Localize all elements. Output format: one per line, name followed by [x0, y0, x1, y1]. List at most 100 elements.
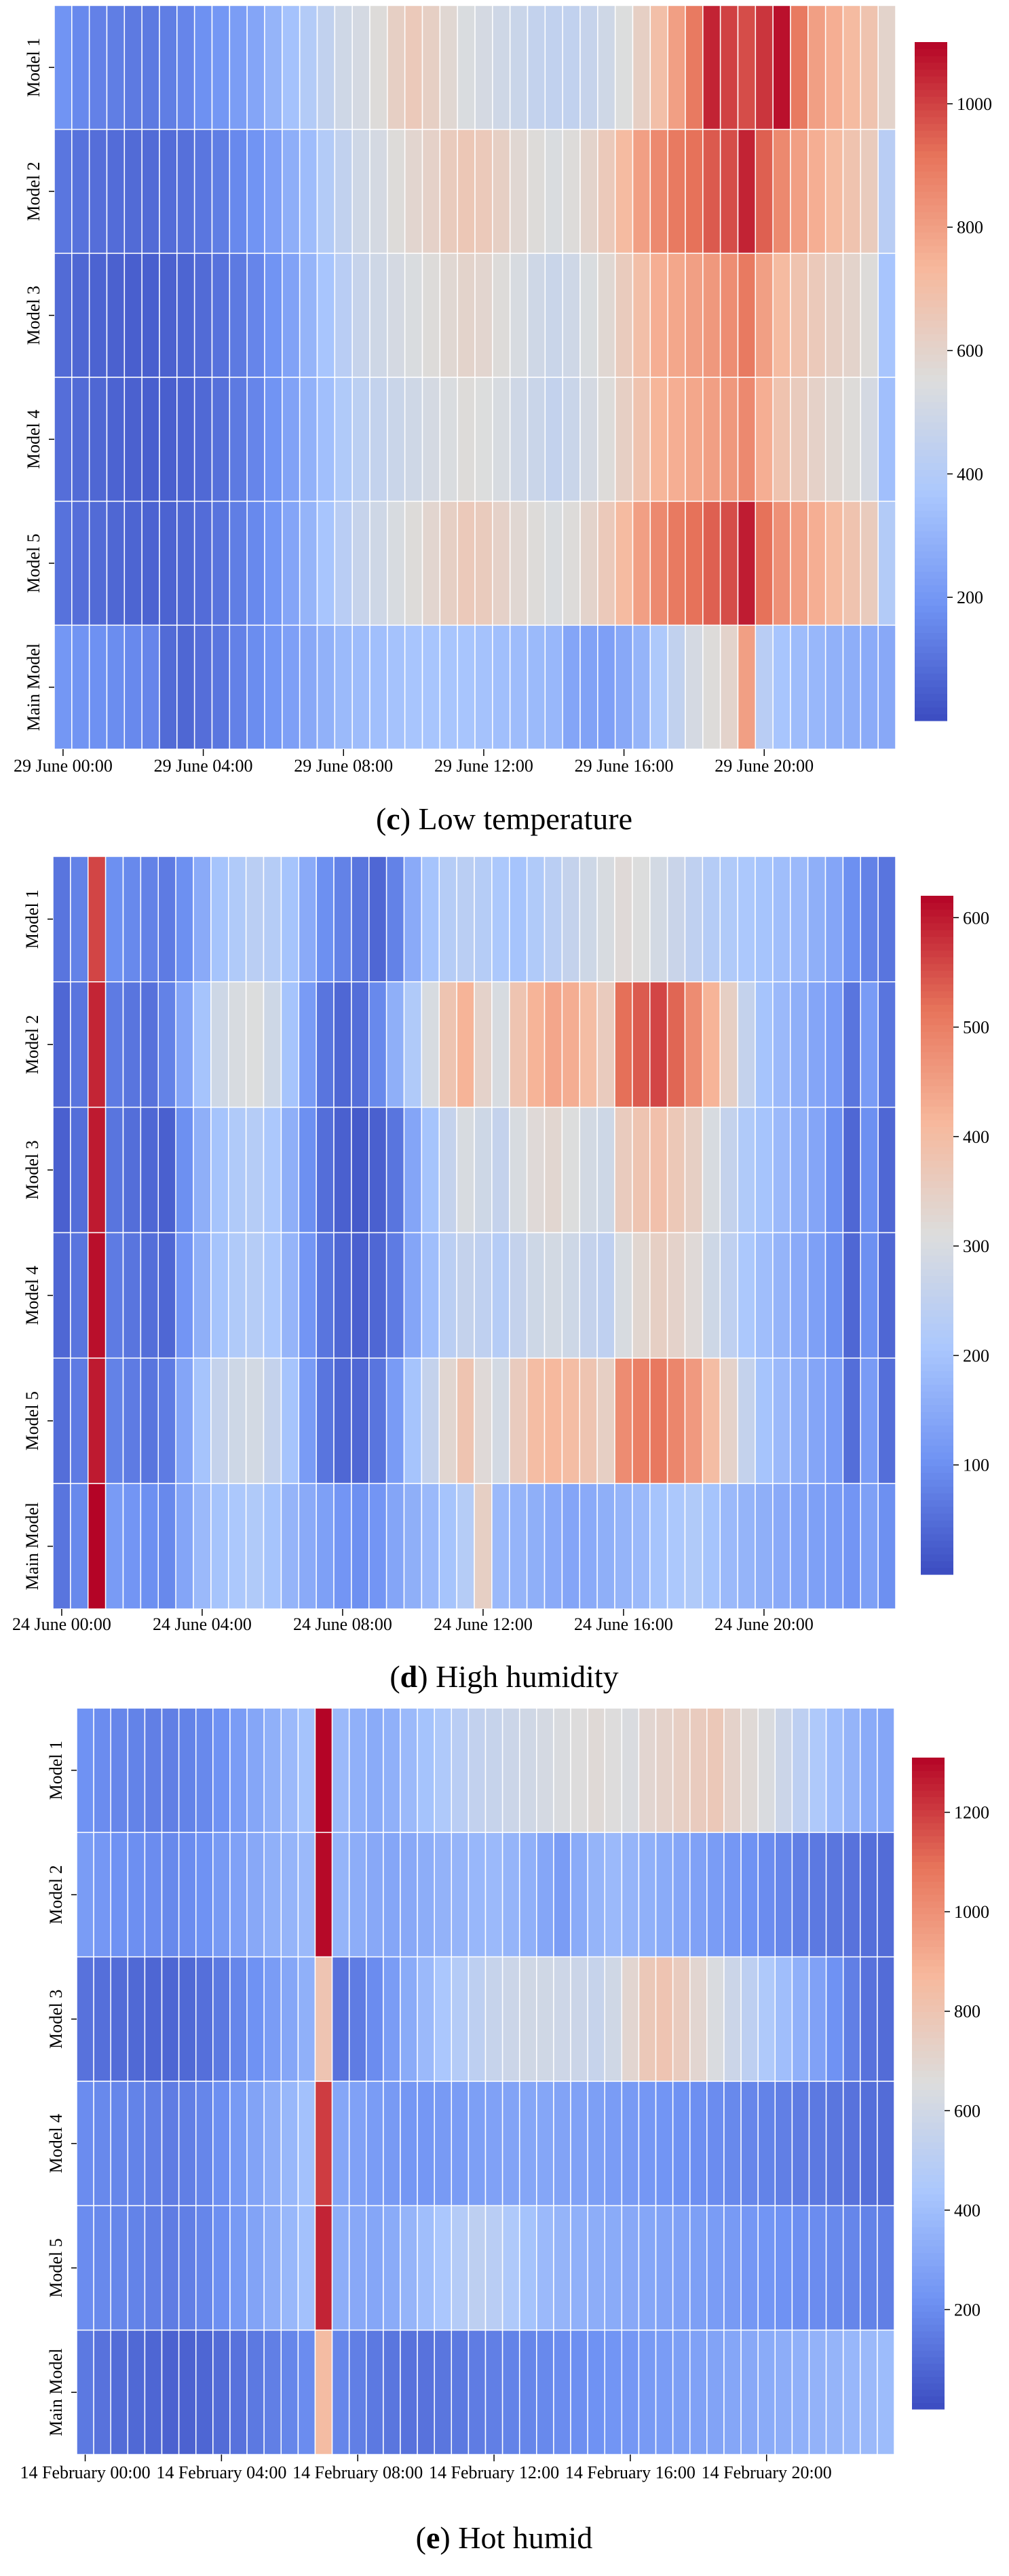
heatmap-cell: [632, 1483, 651, 1610]
heatmap-cell: [369, 252, 388, 378]
heatmap-cell: [638, 1832, 657, 1958]
heatmap-cell: [157, 1232, 176, 1359]
heatmap-cell: [509, 1232, 528, 1359]
heatmap-cell: [144, 1707, 163, 1834]
heatmap-cell: [570, 1707, 588, 1834]
heatmap-cell: [518, 2205, 537, 2331]
colorbar-segment: [912, 1770, 945, 1778]
heatmap-cell: [76, 1832, 94, 1958]
colorbar-segment: [915, 185, 947, 192]
heatmap-cell: [544, 1106, 563, 1234]
colorbar-segment: [912, 2024, 945, 2032]
heatmap-cell: [141, 252, 160, 378]
heatmap-cell: [757, 2081, 776, 2207]
colorbar-segment: [921, 957, 953, 964]
heatmap-cell: [807, 624, 826, 750]
heatmap-cell: [127, 2081, 146, 2207]
heatmap-cell: [110, 1832, 129, 1958]
heatmap-cell: [755, 1232, 774, 1359]
heatmap-cell: [790, 1232, 809, 1359]
colorbar-segment: [915, 314, 947, 321]
colorbar-segment: [915, 103, 947, 111]
colorbar-segment: [912, 1777, 945, 1784]
colorbar-segment: [912, 2350, 945, 2357]
heatmap-cell: [70, 1232, 89, 1359]
heatmap-cell: [579, 252, 598, 378]
heatmap-cell: [562, 500, 581, 626]
heatmap-cell: [140, 1483, 159, 1610]
colorbar-segment: [915, 429, 947, 436]
heatmap-cell: [808, 2205, 827, 2331]
heatmap-cell: [229, 252, 248, 378]
heatmap-cell: [299, 624, 318, 750]
heatmap-cell: [579, 1232, 598, 1359]
heatmap-cell: [842, 856, 862, 983]
heatmap-cell: [740, 2081, 759, 2207]
colorbar-segment: [921, 1418, 953, 1426]
heatmap-cell: [280, 1956, 299, 2082]
colorbar-segment: [915, 49, 947, 56]
colorbar-segment: [915, 558, 947, 565]
colorbar-segment: [912, 1861, 945, 1869]
heatmap-cell: [672, 1956, 691, 2082]
heatmap-cell: [877, 1106, 896, 1234]
colorbar-tick-label: 600: [954, 2101, 981, 2121]
colorbar-segment: [921, 1323, 953, 1331]
colorbar-segment: [915, 605, 947, 613]
heatmap-cell: [451, 2081, 470, 2207]
y-tick-label: Model 2: [24, 162, 43, 221]
heatmap-cell: [790, 377, 809, 502]
heatmap-cell: [451, 2329, 470, 2455]
colorbar-segment: [912, 1868, 945, 1876]
heatmap-cell: [509, 1483, 528, 1610]
heatmap-cell: [842, 1232, 862, 1359]
heatmap-cell: [331, 2081, 350, 2207]
colorbar-segment: [921, 1479, 953, 1487]
heatmap-cell: [790, 500, 809, 626]
colorbar-segment: [915, 273, 947, 280]
heatmap-cell: [790, 856, 809, 983]
colorbar-segment: [915, 409, 947, 416]
heatmap-cell: [351, 1357, 370, 1484]
heatmap-cell: [561, 1483, 581, 1610]
colorbar-segment: [915, 687, 947, 694]
heatmap-cell: [685, 128, 704, 254]
heatmap-cell: [331, 1707, 350, 1834]
colorbar-segment: [921, 1194, 953, 1202]
heatmap-cell: [501, 1956, 520, 2082]
heatmap-cell: [212, 2205, 231, 2331]
heatmap-cell: [468, 1956, 487, 2082]
heatmap-cell: [526, 856, 546, 983]
heatmap-cell: [842, 2329, 861, 2455]
heatmap-cell: [604, 1832, 623, 1958]
heatmap-cell: [141, 5, 160, 130]
colorbar-segment: [921, 1405, 953, 1412]
heatmap-cell: [282, 5, 301, 130]
heatmap-cell: [842, 981, 862, 1108]
heatmap-cell: [228, 1106, 247, 1234]
heatmap-cell: [468, 2205, 487, 2331]
heatmap-cell: [106, 252, 126, 378]
heatmap-cell: [755, 377, 774, 502]
heatmap-cell: [400, 1707, 418, 1834]
colorbar-segment: [921, 1473, 953, 1480]
heatmap-cell: [474, 1357, 493, 1484]
heatmap-cell: [316, 981, 335, 1108]
heatmap-cell: [518, 2329, 537, 2455]
colorbar-tick-label: 800: [954, 2002, 981, 2022]
heatmap-cell: [387, 252, 406, 378]
colorbar-segment: [921, 1547, 953, 1555]
heatmap-cell: [404, 5, 423, 130]
heatmap-cell: [737, 252, 757, 378]
heatmap-cell: [877, 377, 896, 502]
heatmap-cell: [245, 856, 265, 983]
heatmap-cell: [689, 1956, 708, 2082]
heatmap-cell: [570, 2081, 588, 2207]
colorbar-segment: [921, 1167, 953, 1175]
heatmap-cell: [604, 2205, 623, 2331]
colorbar-segment: [921, 1181, 953, 1188]
heatmap-cell: [383, 2329, 401, 2455]
heatmap-cell: [316, 856, 335, 983]
heatmap-cell: [719, 981, 738, 1108]
heatmap-cell: [790, 252, 809, 378]
